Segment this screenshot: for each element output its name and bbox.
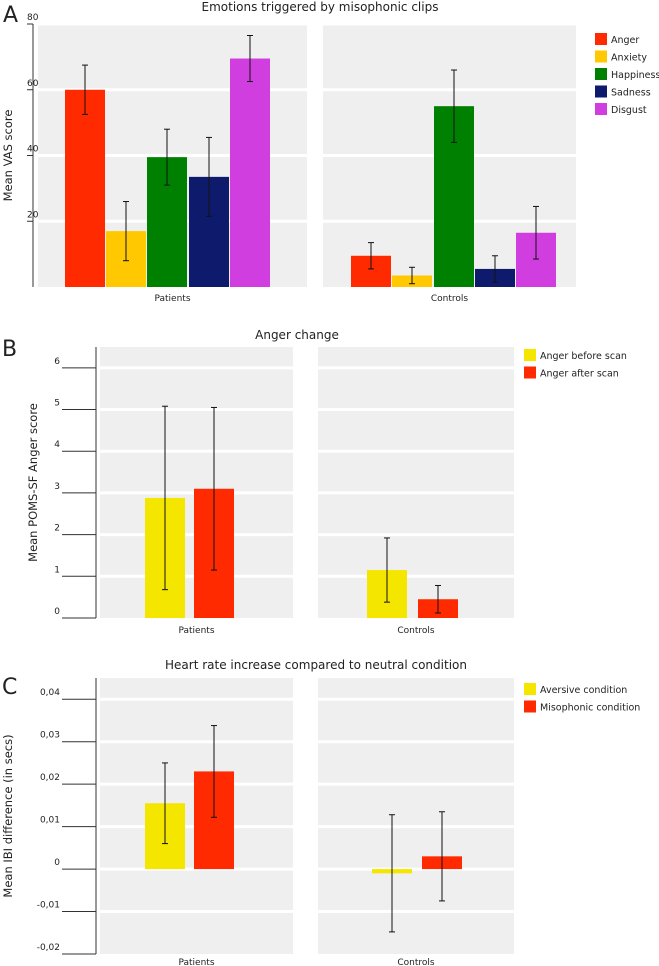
y-axis-label: Mean POMS-SF Anger score — [26, 403, 40, 562]
category-label-controls: Controls — [397, 958, 435, 966]
y-tick-label: -0,02 — [37, 943, 60, 953]
legend-label: Misophonic condition — [540, 703, 640, 714]
legend-label: Anger before scan — [540, 351, 627, 362]
legend-swatch — [524, 366, 536, 379]
y-tick-label: 20 — [27, 210, 39, 220]
y-axis-label: Mean VAS score — [1, 110, 15, 202]
y-tick-label: 4 — [54, 440, 60, 450]
legend-label: Sadness — [611, 88, 651, 99]
y-tick-label: 5 — [54, 399, 60, 409]
legend-swatch — [524, 700, 536, 713]
y-tick-label: 3 — [54, 482, 60, 492]
y-tick-label: 1 — [54, 565, 60, 575]
y-tick-label: 0,03 — [40, 731, 60, 741]
y-tick-label: 60 — [27, 79, 39, 89]
legend-swatch — [595, 68, 607, 80]
chart-title: Heart rate increase compared to neutral … — [165, 658, 467, 672]
panel-letter: C — [2, 675, 17, 700]
legend-label: Aversive condition — [540, 685, 627, 696]
category-label-patients: Patients — [178, 958, 214, 966]
y-tick-label: 0,04 — [40, 688, 60, 698]
chart-title: Anger change — [255, 328, 339, 342]
y-tick-label: 40 — [27, 145, 39, 155]
y-tick-label: 0,02 — [40, 773, 60, 783]
panel-letter: A — [3, 3, 18, 28]
y-axis-label: Mean IBI difference (in secs) — [1, 734, 15, 897]
legend-swatch — [524, 683, 536, 695]
legend-label: Anxiety — [611, 53, 647, 64]
legend-label: Disgust — [611, 105, 647, 116]
legend-swatch — [595, 103, 607, 115]
y-tick-label: 6 — [54, 357, 60, 367]
plot-area-controls — [318, 678, 514, 954]
category-label-controls: Controls — [397, 626, 435, 636]
y-tick-label: 0,01 — [40, 816, 60, 826]
chart-title: Emotions triggered by misophonic clips — [202, 0, 439, 14]
y-tick-label: 80 — [27, 13, 39, 23]
y-tick-label: 2 — [54, 524, 60, 534]
y-tick-label: -0,01 — [37, 901, 60, 911]
legend-label: Anger after scan — [540, 369, 619, 380]
legend-swatch — [524, 349, 536, 361]
legend-swatch — [595, 50, 607, 63]
category-label-patients: Patients — [154, 294, 190, 304]
legend-label: Happiness — [611, 70, 659, 81]
category-label-patients: Patients — [178, 626, 214, 636]
plot-area-controls — [318, 347, 514, 618]
y-tick-label: 0 — [54, 607, 60, 617]
legend-label: Anger — [611, 35, 639, 46]
bar-anger-patients — [65, 89, 105, 287]
category-label-controls: Controls — [431, 294, 469, 304]
legend-swatch — [595, 85, 607, 98]
bar-disgust-patients — [230, 58, 270, 287]
panel-letter: B — [2, 337, 17, 362]
y-tick-label: 0 — [54, 858, 60, 868]
legend-swatch — [595, 33, 607, 45]
